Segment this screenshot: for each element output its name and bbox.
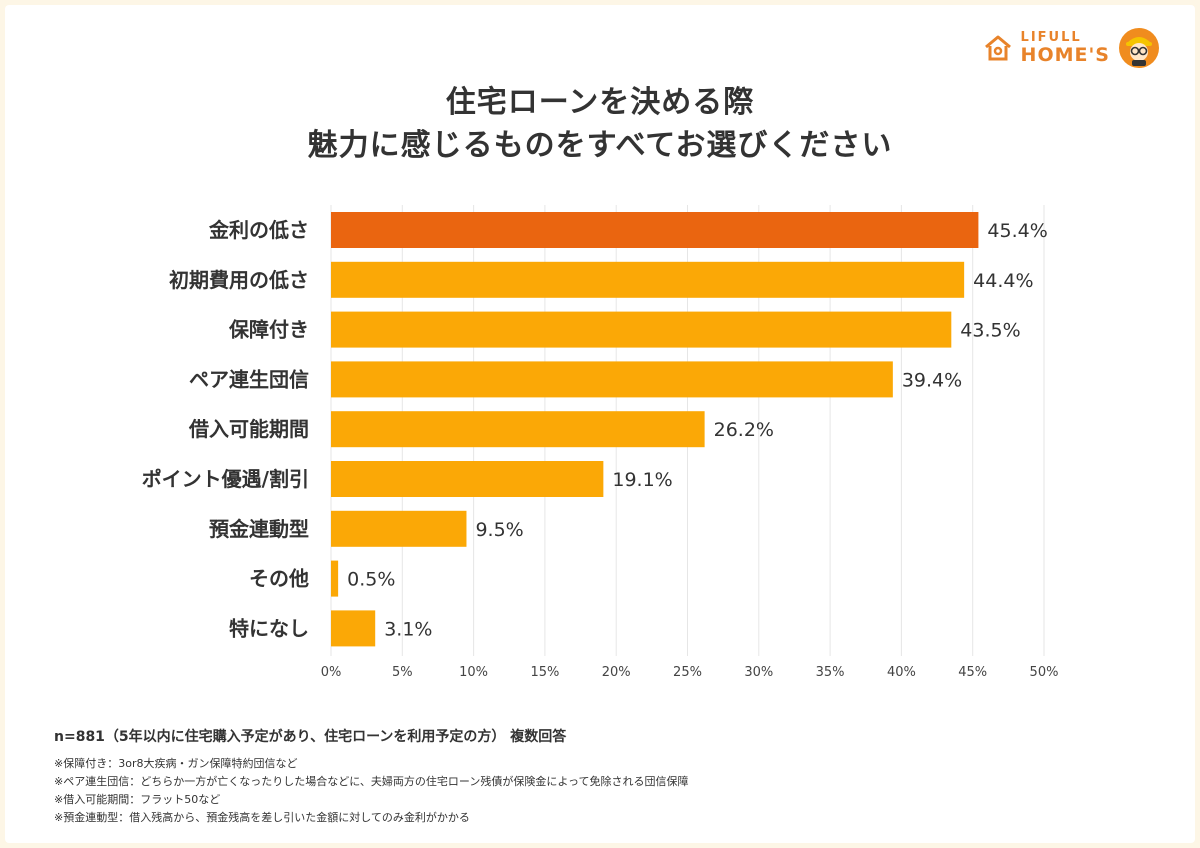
- category-label: 金利の低さ: [208, 218, 309, 242]
- value-label: 44.4%: [973, 270, 1033, 292]
- bar: [331, 361, 893, 398]
- labels: 0% 5% 10% 15% 20% 25% 30% 35% 40% 45% 50% 金利の低さ 45.4…: [142, 218, 1059, 680]
- value-label: 19.1%: [612, 469, 672, 491]
- brand-line2: HOME'S: [1020, 44, 1110, 66]
- house-icon: [984, 35, 1011, 61]
- category-label: 預金連動型: [209, 517, 309, 541]
- bar: [331, 461, 604, 497]
- bars: [331, 212, 979, 647]
- brand-logo: LIFULL HOME'S: [983, 26, 1160, 70]
- x-tick-label: 0%: [321, 665, 342, 680]
- value-label: 0.5%: [347, 569, 395, 591]
- category-label: 借入可能期間: [188, 417, 309, 441]
- footnote-1: ※保障付き：3or8大疾病・ガン保障特約団信など: [54, 757, 298, 770]
- value-label: 3.1%: [384, 618, 432, 640]
- bar: [331, 311, 952, 348]
- x-tick-label: 45%: [958, 665, 987, 680]
- bar: [331, 610, 376, 647]
- value-label: 43.5%: [960, 320, 1020, 342]
- x-tick-label: 30%: [744, 665, 773, 680]
- brand-line1: LIFULL: [1020, 30, 1082, 45]
- x-tick-label: 15%: [530, 665, 559, 680]
- footnote-4: ※預金連動型：借入残高から、預金残高を差し引いた金額に対してのみ金利がかかる: [54, 811, 470, 824]
- chart-title-line1: 住宅ローンを決める際: [445, 85, 755, 120]
- value-label: 39.4%: [902, 369, 962, 391]
- x-tick-label: 10%: [459, 665, 488, 680]
- x-tick-label: 50%: [1030, 665, 1059, 680]
- x-tick-label: 5%: [392, 665, 413, 680]
- bar: [331, 212, 979, 248]
- category-label: その他: [249, 567, 309, 591]
- x-tick-label: 40%: [887, 665, 916, 680]
- category-label: ポイント優遇/割引: [142, 467, 309, 491]
- bar: [331, 411, 705, 448]
- x-tick-label: 35%: [816, 665, 845, 680]
- bar-chart: 0% 5% 10% 15% 20% 25% 30% 35% 40% 45% 50% 金利の低さ 45.4…: [142, 205, 1059, 680]
- category-label: 初期費用の低さ: [169, 268, 309, 292]
- value-label: 9.5%: [475, 519, 523, 541]
- value-label: 45.4%: [987, 220, 1047, 242]
- bar: [331, 261, 965, 298]
- chart-title-line2: 魅力に感じるものをすべてお選びください: [307, 128, 893, 163]
- mascot-icon: [1119, 28, 1159, 68]
- value-label: 26.2%: [714, 419, 774, 441]
- sample-note: n=881（5年以内に住宅購入予定があり、住宅ローンを利用予定の方） 複数回答: [54, 729, 567, 745]
- category-label: 特になし: [229, 616, 309, 640]
- x-tick-label: 25%: [673, 665, 702, 680]
- bar: [331, 510, 467, 547]
- footnote-3: ※借入可能期間：フラット50など: [54, 793, 221, 806]
- category-label: ペア連生団信: [189, 367, 309, 391]
- x-tick-label: 20%: [602, 665, 631, 680]
- bar: [331, 560, 339, 597]
- category-label: 保障付き: [228, 318, 309, 342]
- footnote-2: ※ペア連生団信：どちらか一方が亡くなったりした場合などに、夫婦両方の住宅ローン残…: [54, 775, 689, 788]
